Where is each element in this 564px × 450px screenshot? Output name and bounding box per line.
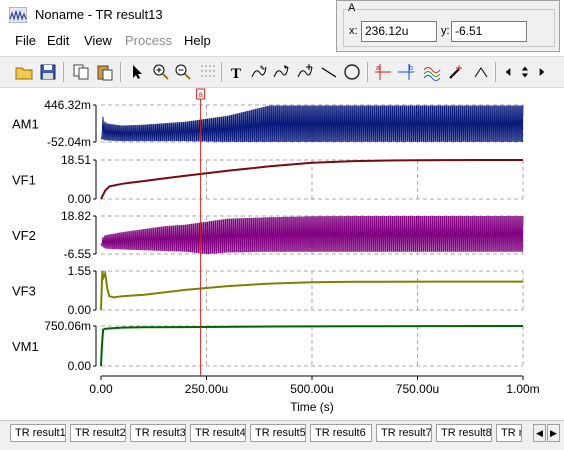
open-icon[interactable] <box>13 61 35 83</box>
series-label: VF3 <box>12 284 36 299</box>
marker-icon[interactable] <box>470 61 492 83</box>
scroll-updown-icon[interactable] <box>517 61 533 83</box>
line-icon[interactable] <box>318 61 340 83</box>
menu-bar: File Edit View Process Help <box>0 30 340 52</box>
copy-icon[interactable] <box>70 61 92 83</box>
annotate-arrow-icon[interactable] <box>270 61 292 83</box>
cursor-shape-icon[interactable] <box>294 61 316 83</box>
series-envelope-am1 <box>101 105 523 142</box>
x-label: x: <box>349 25 358 37</box>
panel-vf2: 18.82 -6.55 VF2 <box>12 209 524 261</box>
menu-process[interactable]: Process <box>125 33 172 48</box>
text-icon[interactable]: T <box>226 61 248 83</box>
cursor-ab-icon[interactable]: a <box>372 61 394 83</box>
y-tick-label: 18.51 <box>61 153 91 167</box>
tab-tr-result8[interactable]: TR result8 <box>436 424 492 442</box>
series-label: VF1 <box>12 173 36 188</box>
zoom-in-icon[interactable] <box>150 61 172 83</box>
panel-vf1: 18.51 0.00 VF1 <box>12 153 524 206</box>
tab-tr-result2[interactable]: TR result2 <box>70 424 126 442</box>
waveform-plot-area[interactable]: 446.32m -52.04m AM1 18.51 0.00 VF1 18.82 -6.55 V… <box>0 88 564 418</box>
tab-tr-result5[interactable]: TR result5 <box>250 424 306 442</box>
pointer-icon[interactable] <box>126 61 148 83</box>
menu-help[interactable]: Help <box>184 33 211 48</box>
cursor-ab2-icon[interactable]: b <box>395 61 417 83</box>
save-icon[interactable] <box>37 61 59 83</box>
y-tick-label: 0.00 <box>68 192 92 206</box>
y-tick-label: 1.55 <box>68 264 92 278</box>
x-tick-label: 1.00m <box>506 382 539 396</box>
svg-text:T: T <box>231 66 241 81</box>
scroll-right-icon[interactable] <box>534 61 550 83</box>
x-tick-label: 750.00u <box>396 382 439 396</box>
waveform-chart[interactable]: 446.32m -52.04m AM1 18.51 0.00 VF1 18.82 -6.55 V… <box>0 88 564 418</box>
y-tick-label: 0.00 <box>68 359 92 373</box>
toolbar: T a b <box>0 56 564 88</box>
menu-file[interactable]: File <box>15 33 36 48</box>
panel-am1: 446.32m -52.04m AM1 <box>12 98 524 149</box>
cursor-a-marker[interactable]: a <box>196 88 206 100</box>
tab-tr-result1[interactable]: TR result1 <box>10 424 66 442</box>
svg-text:a: a <box>376 65 380 72</box>
grid-icon[interactable] <box>197 61 219 83</box>
tab-tr-result3[interactable]: TR result3 <box>130 424 186 442</box>
app-waveform-icon <box>9 7 27 23</box>
tab-tr-result4[interactable]: TR result4 <box>190 424 246 442</box>
series-trace-vf1 <box>100 159 523 200</box>
paste-icon[interactable] <box>94 61 116 83</box>
cursor-a-label: a <box>198 90 203 99</box>
result-tab-strip: TR result1 TR result2 TR result3 TR result4… <box>0 420 564 450</box>
series-trace-vf3 <box>100 269 523 311</box>
y-value-field[interactable]: -6.51 <box>451 21 527 42</box>
series-label: VF2 <box>12 228 36 243</box>
panel-vm1: 750.06m 0.00 VM1 <box>12 319 524 373</box>
window-title: Noname - TR result13 <box>35 7 163 22</box>
tab-scroll-left-icon[interactable]: ◀ <box>533 424 546 442</box>
cursor-readout-group <box>343 9 555 47</box>
tab-tr-result7[interactable]: TR result7 <box>376 424 432 442</box>
circle-icon[interactable] <box>341 61 363 83</box>
y-tick-label: 18.82 <box>61 209 91 223</box>
y-tick-label: 750.06m <box>44 319 91 333</box>
y-tick-label: -6.55 <box>64 247 92 261</box>
cursor-a-flag <box>196 88 206 100</box>
menu-view[interactable]: View <box>84 33 112 48</box>
x-tick-label: 0.00 <box>89 382 113 396</box>
x-value-field[interactable]: 236.12u <box>361 21 437 42</box>
tab-tr-result9[interactable]: TR result9 <box>496 424 522 442</box>
svg-text:b: b <box>409 65 413 72</box>
series-label: VM1 <box>12 339 39 354</box>
cursor-readout-panel: x: 236.12u y: -6.51 <box>336 0 560 52</box>
x-tick-label: 500.00u <box>290 382 333 396</box>
tab-tr-result6[interactable]: TR result6 <box>310 424 372 442</box>
y-tick-label: -52.04m <box>47 135 91 149</box>
y-label: y: <box>441 25 450 37</box>
series-label: AM1 <box>12 117 39 132</box>
y-tick-label: 446.32m <box>44 98 91 112</box>
tab-scroll-right-icon[interactable]: ▶ <box>547 424 560 442</box>
y-tick-label: 0.00 <box>68 303 92 317</box>
menu-edit[interactable]: Edit <box>47 33 70 48</box>
series-trace-vm1 <box>100 325 524 367</box>
x-axis-title: Time (s) <box>290 400 334 414</box>
x-tick-label: 250.00u <box>185 382 228 396</box>
waveform-icon[interactable] <box>421 61 443 83</box>
zoom-out-icon[interactable] <box>172 61 194 83</box>
cursor-group-title: A <box>346 2 358 14</box>
panel-vf3: 1.55 0.00 VF3 <box>12 264 524 317</box>
series-envelope-vf2 <box>101 216 523 254</box>
scroll-left-icon[interactable] <box>500 61 516 83</box>
annotate-icon[interactable] <box>248 61 270 83</box>
dropper-icon[interactable] <box>445 61 467 83</box>
